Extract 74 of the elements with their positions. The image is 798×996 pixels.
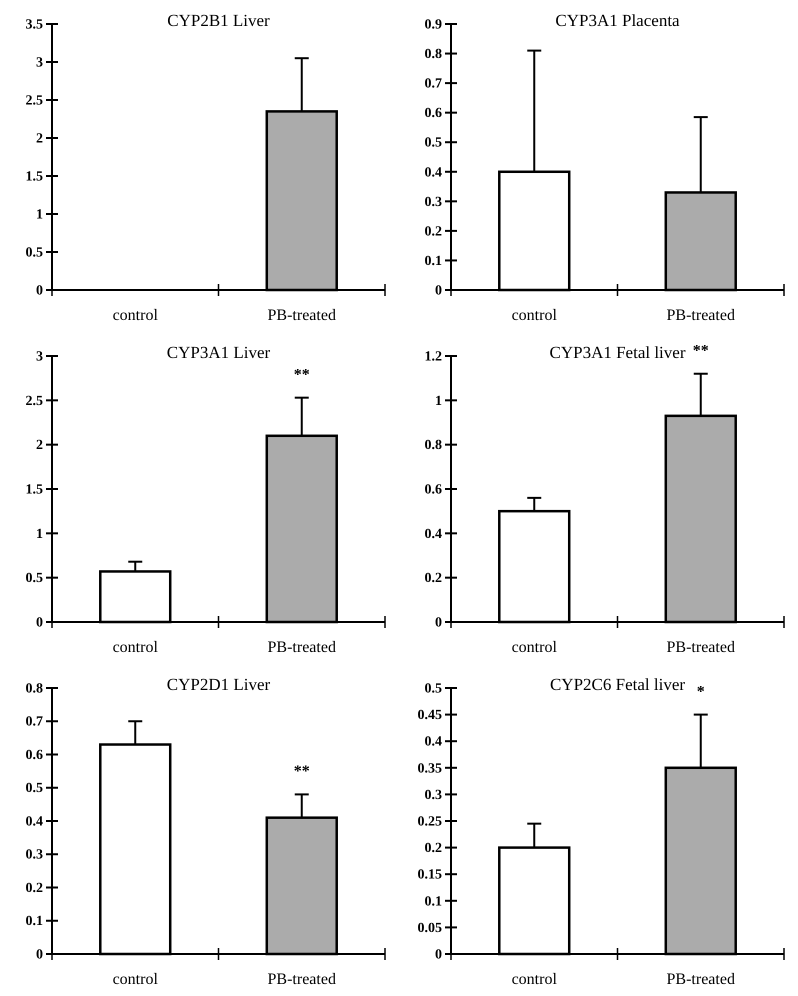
annotation: ** xyxy=(294,763,310,780)
x-tick-label: PB-treated xyxy=(666,307,735,324)
annotation: * xyxy=(696,683,705,700)
chart-title: CYP3A1 Fetal liver xyxy=(550,343,686,362)
chart-title: CYP2B1 Liver xyxy=(167,11,270,30)
x-tick-label: control xyxy=(512,971,558,988)
y-tick-label: 0.2 xyxy=(424,571,442,586)
y-tick-label: 0 xyxy=(36,615,43,630)
y-tick-label: 0.9 xyxy=(424,17,442,32)
annotation: ** xyxy=(692,342,709,360)
y-tick-label: 0.6 xyxy=(424,482,442,498)
y-tick-label: 0.7 xyxy=(26,714,43,730)
y-tick-label: 3 xyxy=(36,55,43,70)
y-tick-label: 3 xyxy=(36,349,43,364)
y-tick-label: 1 xyxy=(36,207,43,222)
y-tick-label: 0.4 xyxy=(424,526,442,542)
y-tick-label: 0.35 xyxy=(418,761,442,776)
y-tick-label: 0.2 xyxy=(26,880,43,896)
y-tick-label: 0.1 xyxy=(424,894,442,910)
x-tick-label: control xyxy=(112,307,158,324)
y-tick-label: 1 xyxy=(36,526,43,542)
y-tick-label: 0 xyxy=(36,947,43,962)
x-tick-label: control xyxy=(112,971,158,988)
chart-title: CYP2C6 Fetal liver xyxy=(550,675,686,694)
chart-title: CYP3A1 Placenta xyxy=(555,11,680,30)
y-tick-label: 0.8 xyxy=(26,681,43,696)
y-tick-label: 2.5 xyxy=(26,93,43,108)
y-tick-label: 0.4 xyxy=(424,734,442,750)
x-tick-label: PB-treated xyxy=(268,639,336,656)
y-tick-label: 2 xyxy=(36,438,43,454)
y-tick-label: 0.05 xyxy=(418,920,442,936)
y-tick-label: 0.2 xyxy=(424,841,442,856)
y-tick-label: 0.5 xyxy=(424,136,442,151)
y-tick-label: 1.2 xyxy=(424,349,442,364)
x-tick-label: PB-treated xyxy=(268,971,336,988)
y-tick-label: 0.3 xyxy=(26,848,43,863)
y-tick-label: 0.4 xyxy=(26,814,43,830)
x-tick-label: PB-treated xyxy=(666,639,735,656)
y-tick-label: 0 xyxy=(435,615,442,630)
y-tick-label: 2.5 xyxy=(26,394,43,409)
y-tick-label: 0.8 xyxy=(424,47,442,62)
y-tick-label: 0.5 xyxy=(424,681,442,696)
y-tick-label: 0.25 xyxy=(418,814,442,830)
x-tick-label: control xyxy=(512,307,558,324)
y-tick-label: 0 xyxy=(36,283,43,298)
y-tick-label: 0.5 xyxy=(26,571,43,586)
y-tick-label: 0.5 xyxy=(26,781,43,796)
y-tick-label: 0.3 xyxy=(424,788,442,803)
y-tick-label: 0.1 xyxy=(424,254,442,269)
y-tick-label: 0.6 xyxy=(424,106,442,122)
x-tick-label: PB-treated xyxy=(268,307,336,324)
y-tick-label: 1.5 xyxy=(26,169,43,184)
x-tick-label: PB-treated xyxy=(666,971,735,988)
y-tick-label: 1 xyxy=(435,394,442,409)
y-tick-label: 0 xyxy=(435,283,442,298)
y-tick-label: 0 xyxy=(435,947,442,962)
chart-title: CYP2D1 Liver xyxy=(166,675,271,694)
y-tick-label: 0.15 xyxy=(418,868,442,883)
y-tick-label: 0.2 xyxy=(424,224,442,240)
y-tick-label: 3.5 xyxy=(26,17,43,32)
y-tick-label: 0.8 xyxy=(424,438,442,454)
y-tick-label: 0.5 xyxy=(26,245,43,260)
y-tick-label: 0.4 xyxy=(424,165,442,180)
x-tick-label: control xyxy=(512,639,558,656)
annotation: ** xyxy=(294,366,310,384)
y-tick-label: 0.7 xyxy=(424,76,442,92)
y-tick-label: 0.3 xyxy=(424,194,442,210)
y-tick-label: 0.45 xyxy=(418,708,442,724)
y-tick-label: 0.6 xyxy=(26,748,43,763)
y-tick-label: 1.5 xyxy=(26,482,43,498)
chart-title: CYP3A1 Liver xyxy=(166,343,271,362)
x-tick-label: control xyxy=(112,639,158,656)
y-tick-label: 0.1 xyxy=(26,914,43,930)
y-tick-label: 2 xyxy=(36,131,43,146)
